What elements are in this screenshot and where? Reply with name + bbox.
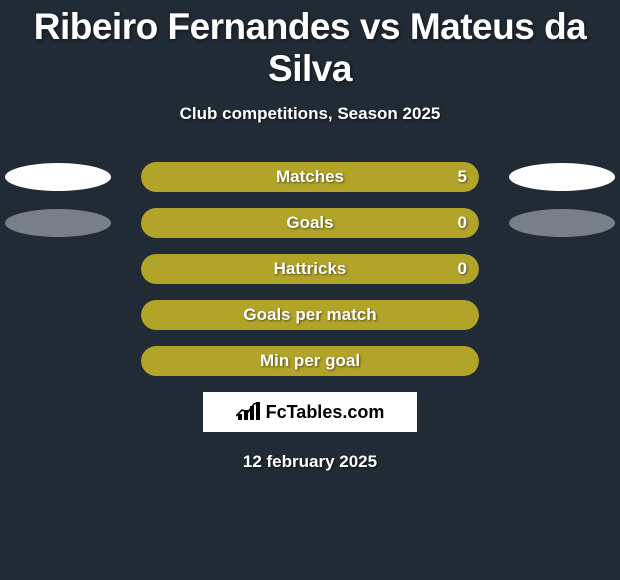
title-vs: vs [360, 6, 400, 47]
player1-name: Ribeiro Fernandes [34, 6, 350, 47]
source-logo: FcTables.com [236, 402, 385, 423]
date-caption: 12 february 2025 [0, 452, 620, 472]
source-logo-text: FcTables.com [266, 402, 385, 423]
stat-label: Hattricks [141, 254, 479, 284]
stat-label: Goals [141, 208, 479, 238]
stat-bar: Hattricks 0 [141, 254, 479, 284]
stat-row: Matches 5 [0, 162, 620, 192]
stats-container: Matches 5 Goals 0 Hattricks 0 Goals per … [0, 162, 620, 376]
stat-label: Goals per match [141, 300, 479, 330]
stat-label: Min per goal [141, 346, 479, 376]
chart-icon [236, 402, 262, 422]
stat-bar: Goals 0 [141, 208, 479, 238]
stat-row: Min per goal [0, 346, 620, 376]
stat-right-value: 5 [458, 162, 467, 192]
left-gap [5, 347, 111, 375]
left-gap [5, 255, 111, 283]
stat-right-value: 0 [458, 208, 467, 238]
comparison-title: Ribeiro Fernandes vs Mateus da Silva [0, 0, 620, 90]
right-value-oval [509, 209, 615, 237]
left-gap [5, 301, 111, 329]
right-gap [509, 347, 615, 375]
stat-label: Matches [141, 162, 479, 192]
stat-row: Goals per match [0, 300, 620, 330]
left-value-oval [5, 163, 111, 191]
stat-bar: Goals per match [141, 300, 479, 330]
left-value-oval [5, 209, 111, 237]
stat-bar: Min per goal [141, 346, 479, 376]
stat-row: Hattricks 0 [0, 254, 620, 284]
right-gap [509, 301, 615, 329]
right-value-oval [509, 163, 615, 191]
stat-right-value: 0 [458, 254, 467, 284]
stat-bar: Matches 5 [141, 162, 479, 192]
right-gap [509, 255, 615, 283]
stat-row: Goals 0 [0, 208, 620, 238]
source-logo-box: FcTables.com [203, 392, 417, 432]
comparison-subtitle: Club competitions, Season 2025 [0, 90, 620, 124]
